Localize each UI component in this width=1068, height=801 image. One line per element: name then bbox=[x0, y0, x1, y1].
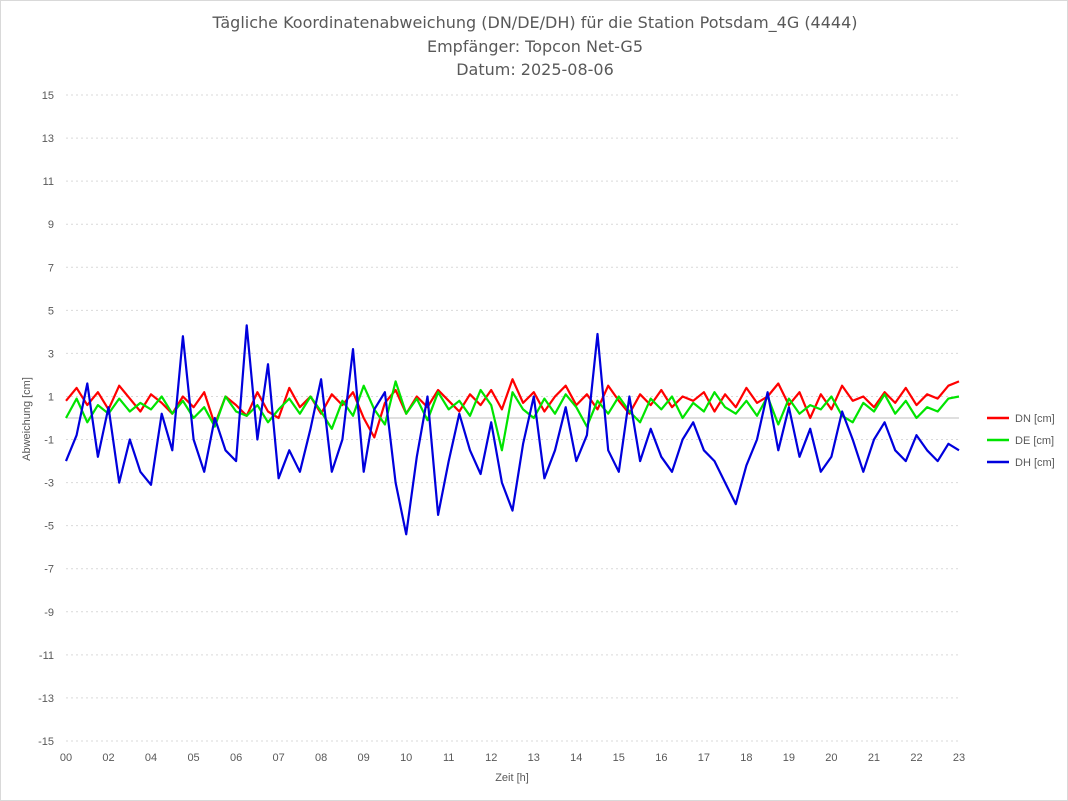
x-tick-label: 16 bbox=[655, 752, 667, 764]
series-lines bbox=[64, 324, 960, 536]
x-axis-ticks: 00 02 04 05 06 07 08 09 10 11 12 13 14 15 16 17 18 19 20 21… bbox=[60, 752, 965, 764]
y-axis-ticks: 15 13 11 9 7 5 3 1 -1 -3 -5 -7 -9 -11 -13 -15 bbox=[38, 90, 54, 748]
x-tick-label: 21 bbox=[868, 752, 880, 764]
x-tick-label: 10 bbox=[400, 752, 412, 764]
x-tick-label: 02 bbox=[102, 752, 114, 764]
x-tick-label: 13 bbox=[528, 752, 540, 764]
x-tick-label: 12 bbox=[485, 752, 497, 764]
x-tick-label: 20 bbox=[825, 752, 837, 764]
legend-label: DN [cm] bbox=[1015, 413, 1055, 425]
y-tick-label: 15 bbox=[42, 90, 54, 102]
legend-label: DE [cm] bbox=[1015, 435, 1054, 447]
x-tick-label: 23 bbox=[953, 752, 965, 764]
series-line-de bbox=[65, 380, 960, 452]
y-tick-label: 9 bbox=[48, 219, 54, 231]
x-tick-label: 11 bbox=[443, 752, 454, 764]
y-tick-label: -1 bbox=[44, 435, 54, 447]
legend: DN [cm] DE [cm] DH [cm] bbox=[987, 413, 1055, 469]
y-tick-label: 1 bbox=[48, 391, 54, 403]
x-tick-label: 19 bbox=[783, 752, 795, 764]
chart-subtitle: Empfänger: Topcon Net-G5 bbox=[426, 37, 644, 56]
y-tick-label: 11 bbox=[43, 176, 54, 188]
y-tick-label: 3 bbox=[48, 348, 54, 360]
x-axis-label: Zeit [h] bbox=[495, 772, 529, 784]
series-line-dn bbox=[65, 378, 960, 439]
x-tick-label: 00 bbox=[60, 752, 72, 764]
x-tick-label: 04 bbox=[145, 752, 157, 764]
legend-label: DH [cm] bbox=[1015, 457, 1055, 469]
y-tick-label: -3 bbox=[44, 478, 54, 490]
x-tick-label: 07 bbox=[272, 752, 284, 764]
y-axis-label: Abweichung [cm] bbox=[21, 377, 33, 461]
x-tick-label: 22 bbox=[910, 752, 922, 764]
x-tick-label: 15 bbox=[613, 752, 625, 764]
y-tick-label: -5 bbox=[44, 521, 54, 533]
x-tick-label: 14 bbox=[570, 752, 582, 764]
gridlines bbox=[66, 94, 959, 742]
y-tick-label: -15 bbox=[38, 736, 54, 748]
x-tick-label: 18 bbox=[740, 752, 752, 764]
y-tick-label: -7 bbox=[44, 564, 54, 576]
y-tick-label: -9 bbox=[44, 607, 54, 619]
y-tick-label: 7 bbox=[48, 262, 54, 274]
series-line-dh bbox=[64, 324, 960, 536]
y-tick-label: 5 bbox=[48, 305, 54, 317]
x-tick-label: 08 bbox=[315, 752, 327, 764]
chart-date: Datum: 2025-08-06 bbox=[456, 60, 614, 79]
chart-title: Tägliche Koordinatenabweichung (DN/DE/DH… bbox=[212, 13, 858, 32]
x-tick-label: 06 bbox=[230, 752, 242, 764]
y-tick-label: -13 bbox=[38, 693, 54, 705]
y-tick-label: 13 bbox=[42, 133, 54, 145]
x-tick-label: 17 bbox=[698, 752, 710, 764]
x-tick-label: 05 bbox=[187, 752, 199, 764]
x-tick-label: 09 bbox=[358, 752, 370, 764]
y-tick-label: -11 bbox=[39, 650, 54, 662]
